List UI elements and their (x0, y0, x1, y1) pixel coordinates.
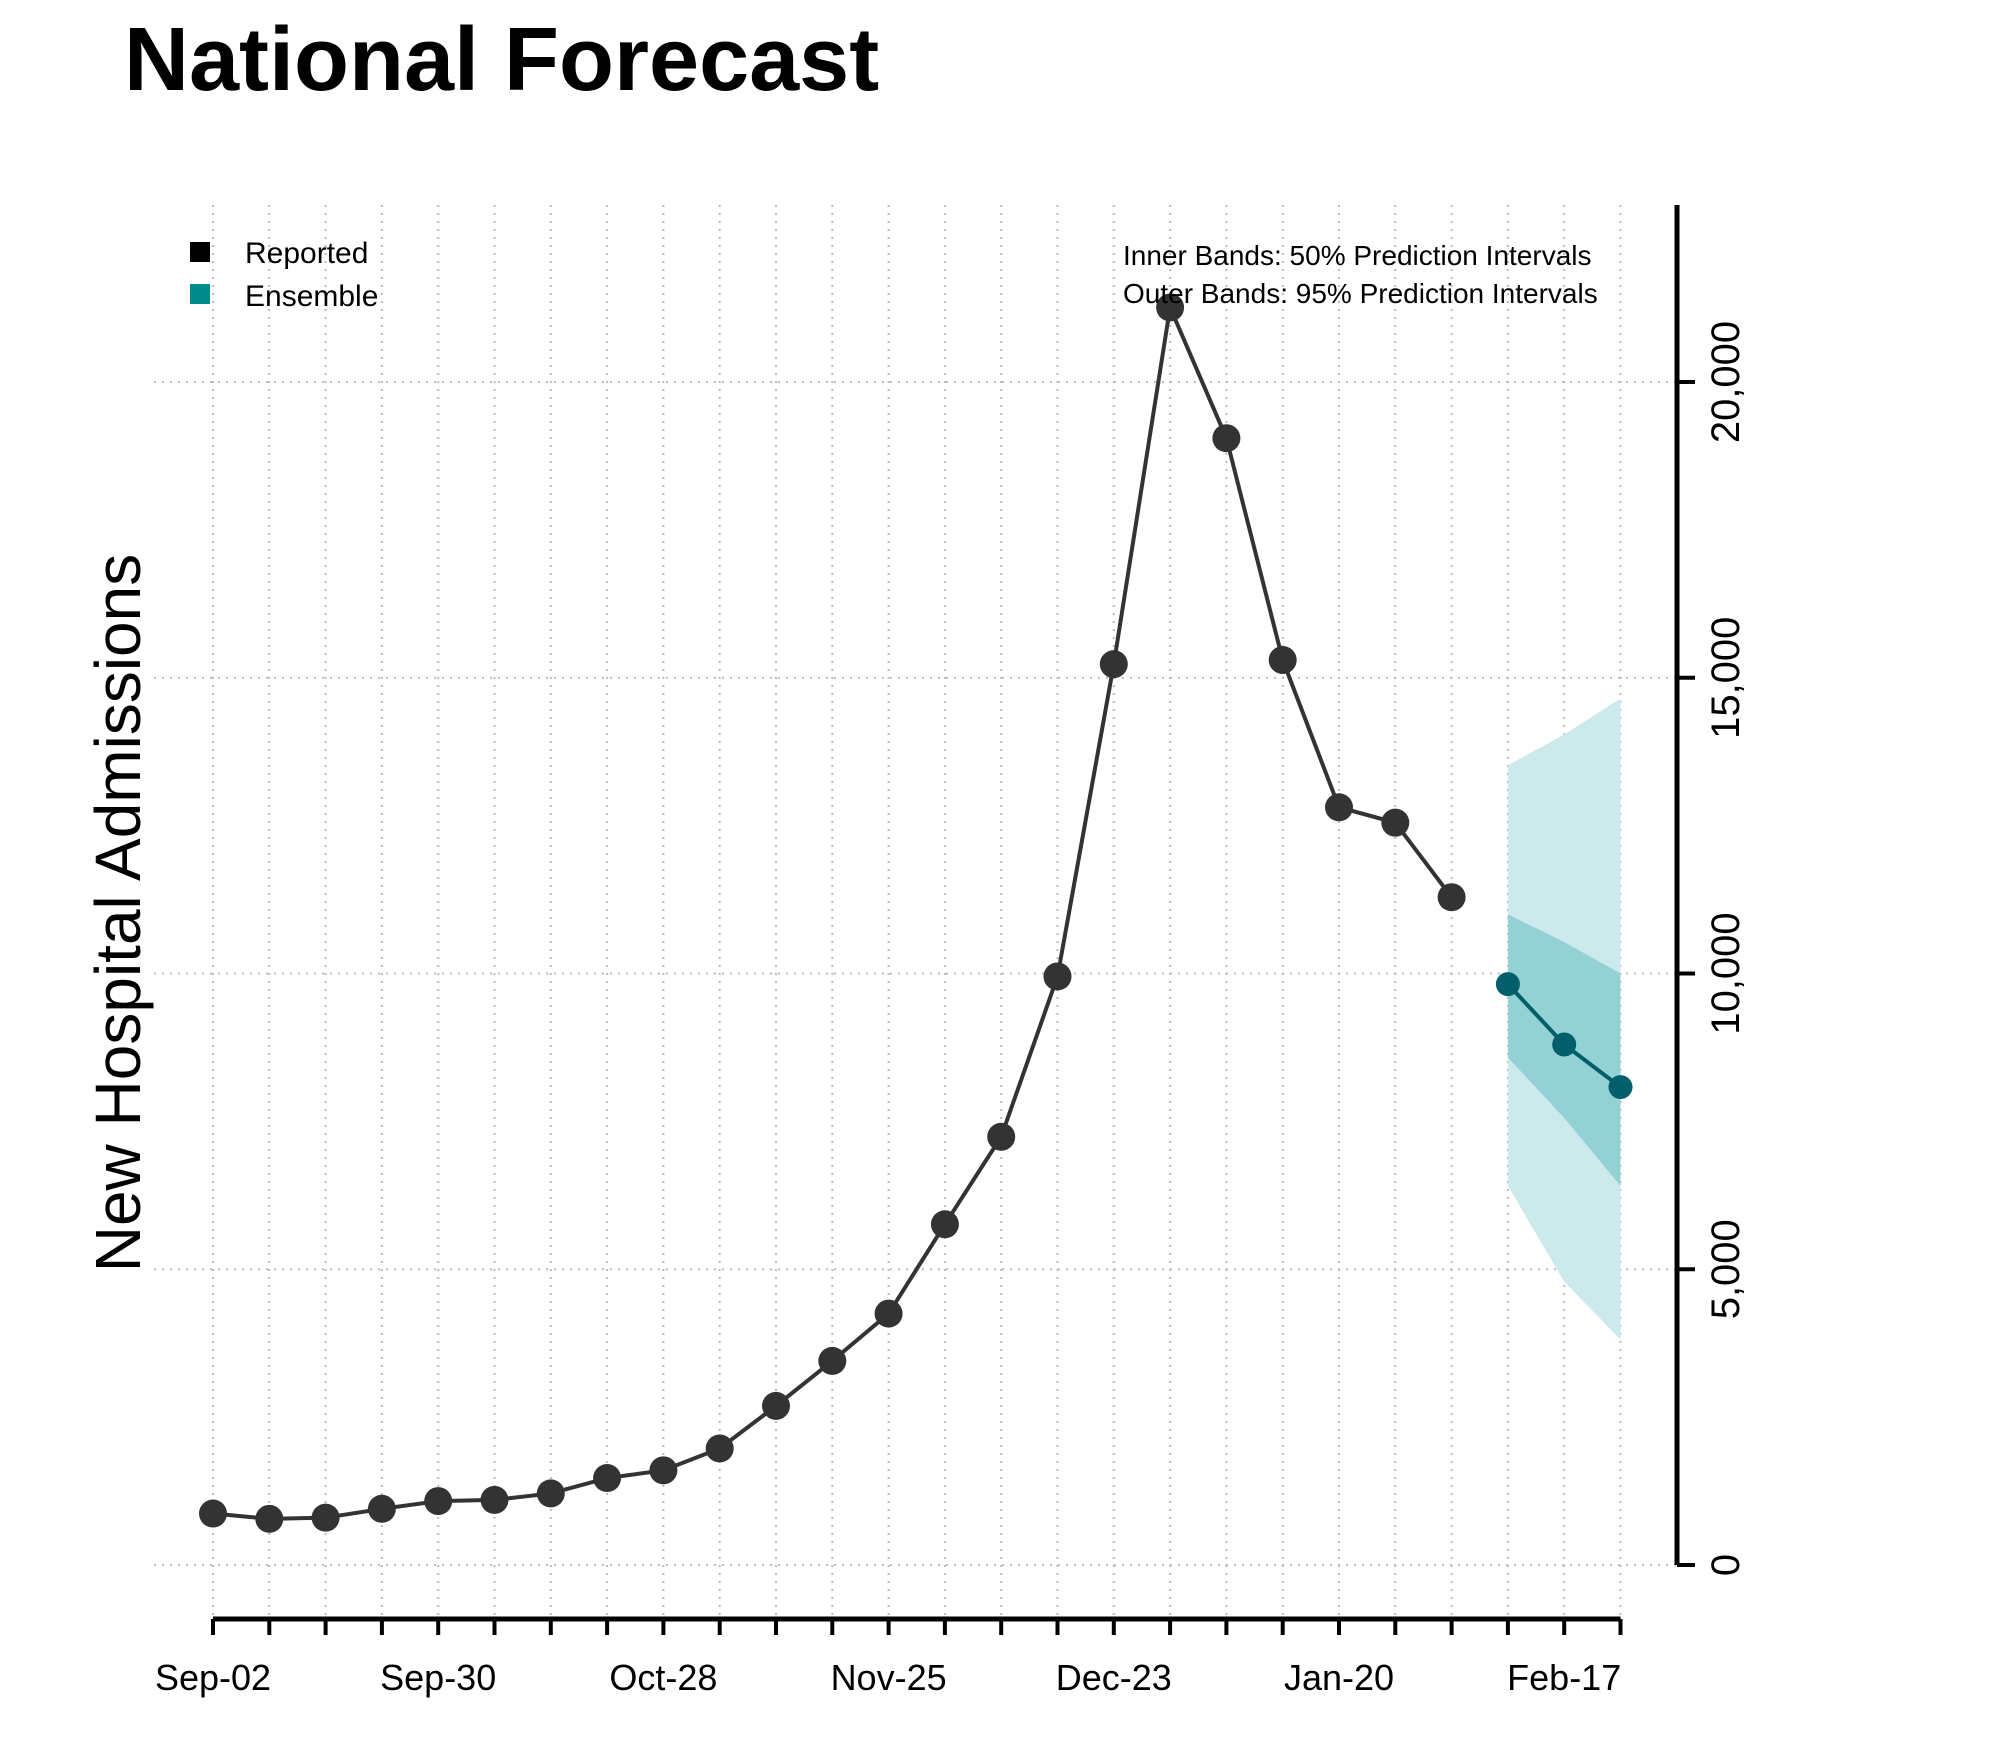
data-point-reported (593, 1464, 622, 1493)
data-point-reported (199, 1499, 227, 1528)
data-point-reported (874, 1299, 903, 1328)
data-point-reported (536, 1479, 565, 1508)
legend: Reported Ensemble (190, 237, 378, 313)
data-point-ensemble (1608, 1075, 1633, 1100)
data-point-reported (1043, 962, 1072, 991)
data-point-reported (1268, 646, 1297, 675)
data-point-reported (311, 1503, 340, 1532)
data-point-reported (705, 1434, 734, 1463)
data-point-reported (762, 1391, 790, 1420)
data-point-reported (1099, 650, 1128, 679)
series-lines (212, 300, 1622, 1521)
legend-swatch-ensemble (190, 284, 210, 304)
x-tick-label: Jan-20 (1284, 1657, 1394, 1698)
data-point-ensemble (1552, 1032, 1577, 1057)
series-points (199, 293, 1633, 1533)
data-point-reported (424, 1487, 453, 1516)
series-line-reported (212, 300, 1454, 1521)
data-point-reported (1156, 293, 1185, 322)
data-point-reported (367, 1494, 396, 1523)
data-point-reported (818, 1346, 847, 1375)
y-axis-label: New Hospital Admissions (82, 554, 154, 1273)
x-tick-label: Oct-28 (609, 1657, 717, 1698)
data-point-reported (987, 1122, 1016, 1151)
x-tick-label: Nov-25 (831, 1657, 947, 1698)
annotation-inner-bands: Inner Bands: 50% Prediction Intervals (1123, 240, 1591, 271)
data-point-reported (480, 1485, 509, 1514)
annotation-outer-bands: Outer Bands: 95% Prediction Intervals (1123, 278, 1598, 309)
axes: Sep-02 Sep-30 Oct-28 Nov-25 Dec-23 Jan-20 Feb-… (155, 205, 1748, 1698)
data-point-reported (649, 1456, 678, 1485)
x-tick-label: Sep-30 (380, 1657, 496, 1698)
chart-title: National Forecast (124, 10, 879, 110)
x-tick-label: Sep-02 (155, 1657, 271, 1698)
legend-label-ensemble: Ensemble (245, 280, 378, 313)
data-point-reported (1437, 883, 1466, 912)
y-tick-label: 15,000 (1704, 617, 1748, 739)
y-tick-label: 5,000 (1704, 1219, 1748, 1319)
y-tick-label: 0 (1704, 1554, 1748, 1576)
data-point-ensemble (1495, 972, 1520, 997)
data-point-reported (930, 1210, 959, 1239)
data-point-reported (1381, 808, 1410, 837)
data-point-reported (1212, 424, 1241, 453)
x-tick-label: Dec-23 (1056, 1657, 1172, 1698)
y-tick-label: 20,000 (1704, 321, 1748, 443)
grid (154, 205, 1677, 1619)
data-point-reported (255, 1504, 284, 1533)
legend-label-reported: Reported (245, 237, 368, 270)
data-point-reported (1325, 793, 1353, 822)
legend-swatch-reported (190, 242, 210, 262)
y-tick-label: 10,000 (1704, 912, 1748, 1034)
prediction-bands (1507, 698, 1621, 1340)
x-tick-label: Feb-17 (1507, 1657, 1621, 1698)
